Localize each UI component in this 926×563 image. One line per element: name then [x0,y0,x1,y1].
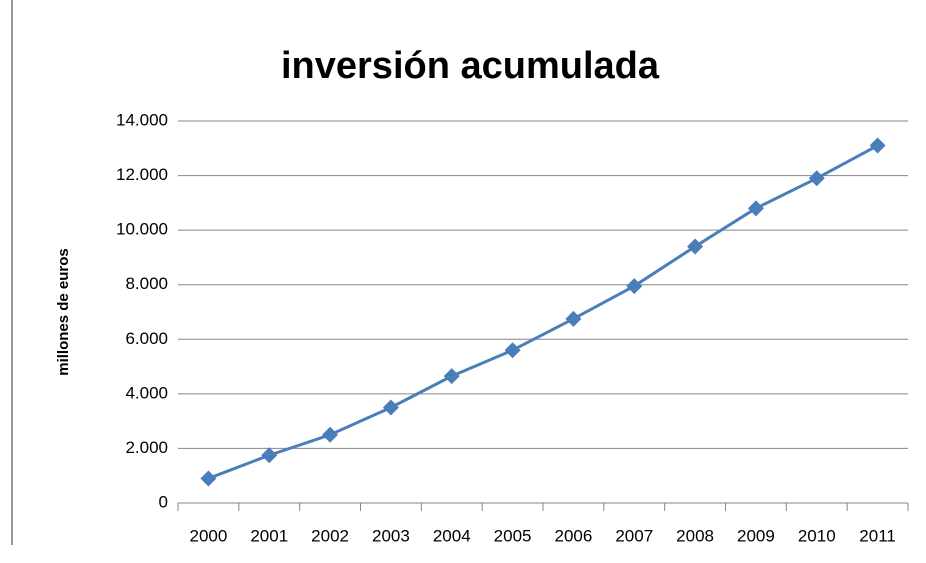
data-point [565,310,582,327]
y-tick-label: 14.000 [116,110,168,129]
data-point [687,238,704,255]
x-tick-label: 2005 [494,526,532,545]
x-tick-label: 2007 [615,526,653,545]
y-tick-label: 10.000 [116,220,168,239]
data-point [200,470,217,487]
data-point [869,137,886,154]
chart-title: inversión acumulada [281,45,660,87]
y-tick-label: 0 [159,492,168,511]
data-point [747,200,764,217]
series-line [207,144,879,480]
x-tick-label: 2002 [311,526,349,545]
data-point [443,368,460,385]
y-tick-label: 4.000 [125,383,168,402]
x-tick-label: 2009 [737,526,775,545]
x-tick-label: 2004 [433,526,471,545]
x-tick-label: 2000 [190,526,228,545]
x-tick-label: 2001 [250,526,288,545]
y-tick-label: 6.000 [125,329,168,348]
data-point [382,399,399,416]
data-point [626,278,643,295]
y-tick-label: 8.000 [125,274,168,293]
y-tick-label: 2.000 [125,438,168,457]
data-point [504,342,521,359]
x-tick-label: 2003 [372,526,410,545]
x-tick-label: 2010 [798,526,836,545]
x-tick-label: 2011 [859,526,896,545]
x-tick-label: 2008 [676,526,714,545]
x-tick-label: 2006 [555,526,593,545]
data-point [261,447,278,464]
data-point [808,170,825,187]
y-tick-label: 12.000 [116,165,168,184]
data-point [322,426,339,443]
y-axis-label: millones de euros [55,248,72,376]
